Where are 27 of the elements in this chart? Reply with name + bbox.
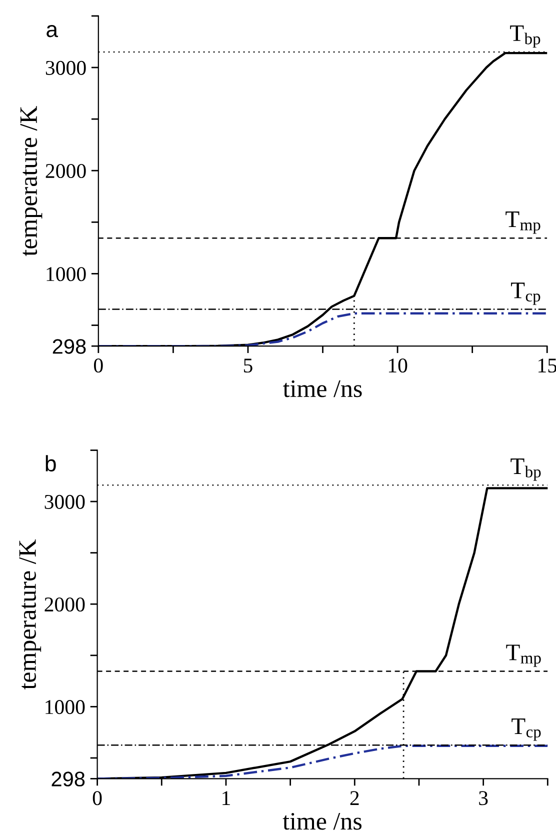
y-tick-label: 2000 bbox=[44, 597, 85, 612]
x-tick-label: 10 bbox=[388, 358, 408, 373]
ref-line-label: T$_{bp}$ bbox=[510, 458, 541, 481]
ref-line-label: T$_{mp}$ bbox=[506, 212, 540, 234]
x-axis-title: time /ns bbox=[283, 380, 362, 398]
x-tick-label: 3 bbox=[479, 791, 488, 806]
y-tick-label: 298 bbox=[52, 339, 86, 354]
y-tick-label: 3000 bbox=[46, 60, 86, 75]
y-axis-title: temperature /K bbox=[19, 539, 42, 690]
x-tick-label: 2 bbox=[350, 791, 359, 805]
x-tick-label: 1 bbox=[222, 791, 230, 805]
ref-line-label: T$_{cp}$ bbox=[511, 282, 540, 305]
ref-line-label: T$_{cp}$ bbox=[512, 718, 541, 741]
y-tick-label: 3000 bbox=[44, 494, 85, 509]
chart-title: b bbox=[46, 455, 56, 472]
chart-title: a bbox=[46, 25, 58, 38]
ref-line-label: T$_{mp}$ bbox=[506, 644, 541, 667]
y-tick-label: 2000 bbox=[46, 164, 86, 178]
x-axis-title: time /ns bbox=[282, 812, 362, 830]
ref-line-label: T$_{bp}$ bbox=[510, 25, 540, 48]
y-tick-label: 1000 bbox=[46, 700, 85, 714]
x-tick-label: 0 bbox=[92, 791, 102, 806]
x-tick-label: 5 bbox=[244, 358, 252, 373]
y-axis-title: temperature /K bbox=[20, 106, 42, 256]
y-tick-label: 298 bbox=[52, 772, 85, 786]
x-tick-label: 0 bbox=[94, 358, 103, 373]
y-tick-label: 1000 bbox=[46, 267, 86, 282]
